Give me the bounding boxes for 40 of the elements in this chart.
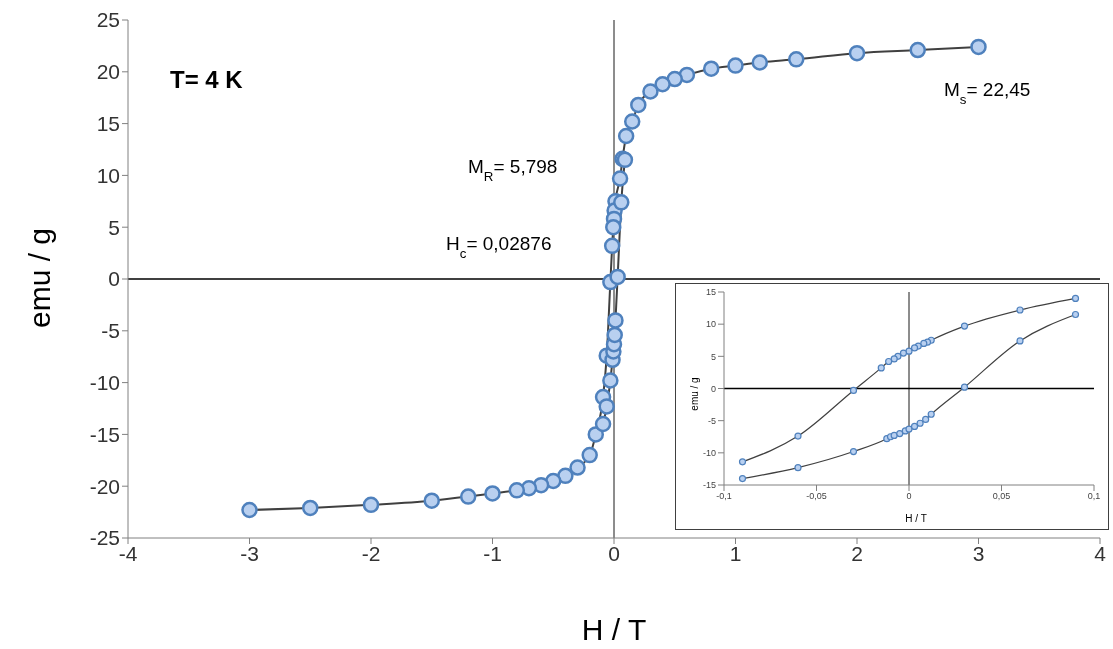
y-tick-label: 20 xyxy=(96,60,120,84)
y-axis-title: emu / g xyxy=(23,227,56,329)
x-tick-label: 0 xyxy=(906,491,912,502)
x-axis-title: H / T xyxy=(581,613,647,646)
x-tick-label: -1 xyxy=(483,541,502,565)
y-axis-title: emu / g xyxy=(689,377,700,411)
x-tick-label: -0,05 xyxy=(806,491,827,502)
y-tick-label: 25 xyxy=(96,8,120,32)
y-tick-label: -10 xyxy=(89,371,120,395)
y-tick-label: 5 xyxy=(108,215,120,239)
x-tick-label: 1 xyxy=(729,541,742,565)
annotation: T= 4 K xyxy=(170,66,244,93)
y-tick-label: 5 xyxy=(710,351,716,362)
x-tick-label: -2 xyxy=(361,541,381,565)
x-tick-label: -0,1 xyxy=(716,491,732,502)
y-tick-label: 10 xyxy=(705,319,716,330)
y-tick-label: 0 xyxy=(710,383,716,394)
x-tick-label: 0,05 xyxy=(992,491,1011,502)
x-tick-label: 2 xyxy=(851,541,863,565)
annotation: M$_{s}$= 22,45 xyxy=(944,79,1031,107)
y-tick-label: -5 xyxy=(101,319,120,343)
y-tick-label: -15 xyxy=(702,480,716,491)
y-tick-label: -15 xyxy=(89,422,120,446)
y-tick-label: -5 xyxy=(707,415,716,426)
x-tick-label: -3 xyxy=(240,541,259,565)
y-tick-label: -20 xyxy=(89,474,120,498)
y-tick-label: 0 xyxy=(108,267,120,291)
y-tick-label: 10 xyxy=(96,163,120,187)
annotation: H$_{c}$= 0,02876 xyxy=(446,233,552,261)
x-tick-label: -4 xyxy=(118,541,138,565)
y-tick-label: -25 xyxy=(89,526,120,550)
x-tick-label: 0 xyxy=(608,541,620,565)
y-tick-label: -10 xyxy=(702,448,716,459)
y-tick-label: 15 xyxy=(96,112,120,136)
x-axis-title: H / T xyxy=(905,513,927,524)
y-tick-label: 15 xyxy=(705,287,716,298)
x-tick-label: 3 xyxy=(972,541,985,565)
x-tick-label: 0,1 xyxy=(1087,491,1101,502)
annotation: M$_{R}$= 5,798 xyxy=(468,156,558,184)
x-tick-label: 4 xyxy=(1094,541,1107,565)
